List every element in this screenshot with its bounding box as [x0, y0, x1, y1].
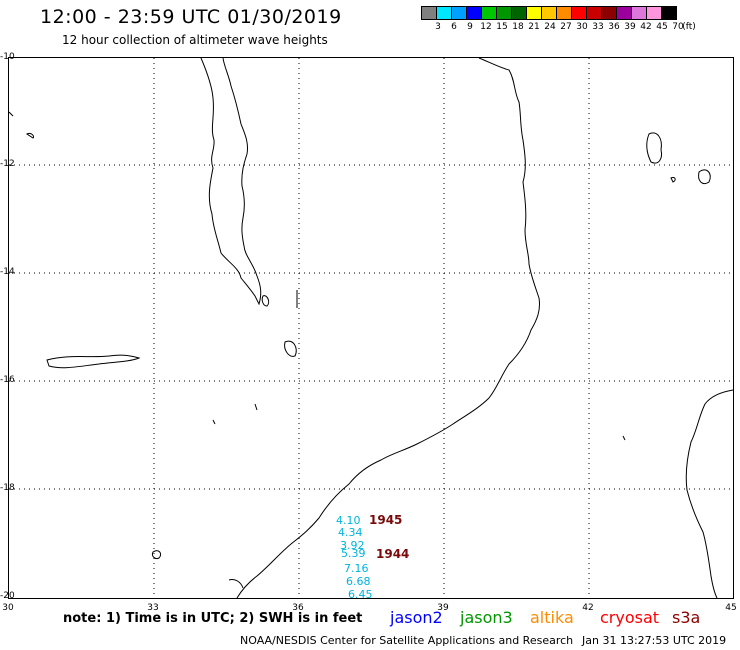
legend-tick-label: 36 — [608, 22, 620, 32]
legend-tick-label: 27 — [560, 22, 572, 32]
pass-time-label: 1945 — [369, 513, 403, 527]
wave-height-value: 7.16 — [344, 562, 369, 575]
lake-malawi-outline — [200, 58, 262, 306]
lon-label: 30 — [2, 603, 14, 613]
lon-label: 45 — [725, 603, 737, 613]
lon-label: 39 — [437, 603, 449, 613]
small-lake-mark — [622, 435, 626, 441]
lon-label: 33 — [147, 603, 159, 613]
wave-height-value: 3.92 — [340, 539, 365, 552]
legend-tick-label: 70 — [672, 22, 684, 32]
small-lake-mark — [9, 111, 14, 117]
lat-label: -12 — [0, 159, 15, 169]
color-scale-legend: 3 6 9 12 15 18 21 24 27 30 33 36 39 42 45 70 (ft) — [421, 6, 740, 34]
comoros-island — [698, 169, 711, 185]
lon-label: 42 — [582, 603, 594, 613]
legend-tick-label: 24 — [544, 22, 556, 32]
lake-malombe-outline — [261, 295, 270, 307]
credit-line: NOAA/NESDIS Center for Satellite Applica… — [240, 634, 574, 647]
legend-color-swatch — [496, 6, 512, 20]
legend-color-swatch — [586, 6, 602, 20]
footer-note: note: 1) Time is in UTC; 2) SWH is in fe… — [63, 611, 363, 626]
wave-height-value: 6.68 — [346, 575, 371, 588]
lat-label: -16 — [0, 375, 15, 385]
legend-tick-label: 21 — [528, 22, 540, 32]
legend-color-swatch — [571, 6, 587, 20]
satellite-s3a-label: s3a — [672, 608, 701, 627]
lat-label: -20 — [0, 591, 15, 601]
legend-color-swatch — [451, 6, 467, 20]
legend-color-swatch — [511, 6, 527, 20]
legend-color-swatch — [436, 6, 452, 20]
lake-cahora-bassa-mark — [228, 579, 244, 589]
legend-color-swatch — [631, 6, 647, 20]
lake-kariba-mark — [152, 550, 162, 559]
map-subtitle: 12 hour collection of altimeter wave hei… — [62, 33, 328, 47]
lat-label: -18 — [0, 483, 15, 493]
map-frame — [8, 57, 734, 599]
legend-color-swatch — [601, 6, 617, 20]
legend-tick-label: 3 — [435, 22, 441, 32]
small-lake-mark — [254, 403, 258, 411]
generated-timestamp: Jan 31 13:27:53 UTC 2019 — [582, 634, 727, 647]
legend-tick-label: 33 — [592, 22, 604, 32]
wave-height-value: 6.45 — [348, 588, 373, 601]
satellite-jason3-label: jason3 — [460, 608, 513, 627]
small-lake-mark — [212, 419, 216, 425]
legend-color-swatch — [541, 6, 557, 20]
mozambique-coastline — [236, 58, 540, 598]
legend-color-swatch — [466, 6, 482, 20]
legend-color-swatch — [481, 6, 497, 20]
pass-time-label: 1944 — [376, 547, 410, 561]
coastline-map — [9, 58, 733, 598]
comoros-island — [670, 177, 676, 183]
lake-bangweulu-outline — [46, 354, 141, 369]
color-scale-ticks: 3 6 9 12 15 18 21 24 27 30 33 36 39 42 45 70 (ft) — [421, 20, 740, 34]
wave-height-value: 4.10 — [336, 514, 361, 527]
satellite-altika-label: altika — [530, 608, 574, 627]
legend-tick-label: 45 — [656, 22, 668, 32]
legend-tick-label: 15 — [496, 22, 508, 32]
lon-label: 36 — [292, 603, 304, 613]
legend-tick-label: 18 — [512, 22, 524, 32]
legend-color-swatch — [661, 6, 677, 20]
legend-color-swatch — [616, 6, 632, 20]
lat-label: -10 — [0, 52, 15, 62]
coastlines — [9, 58, 733, 598]
legend-tick-label: 30 — [576, 22, 588, 32]
wave-height-value: 4.34 — [338, 526, 363, 539]
legend-tick-label: 42 — [640, 22, 652, 32]
lat-label: -14 — [0, 267, 15, 277]
color-scale-swatches — [421, 6, 740, 20]
map-title: 12:00 - 23:59 UTC 01/30/2019 — [40, 6, 342, 28]
madagascar-coastline — [685, 389, 733, 598]
legend-color-swatch — [421, 6, 437, 20]
legend-color-swatch — [646, 6, 662, 20]
wave-height-value: 5.39 — [341, 547, 366, 560]
legend-tick-label: 12 — [480, 22, 492, 32]
legend-tick-label: (ft) — [682, 22, 696, 32]
legend-color-swatch — [556, 6, 572, 20]
satellite-cryosat-label: cryosat — [600, 608, 660, 627]
legend-color-swatch — [526, 6, 542, 20]
legend-tick-label: 39 — [624, 22, 636, 32]
satellite-jason2-label: jason2 — [390, 608, 443, 627]
legend-tick-label: 9 — [467, 22, 473, 32]
legend-tick-label: 6 — [451, 22, 457, 32]
small-lake-mark — [26, 133, 34, 139]
graticule — [9, 58, 733, 598]
comoros-island — [646, 132, 662, 164]
lake-chilwa-outline — [284, 340, 297, 357]
